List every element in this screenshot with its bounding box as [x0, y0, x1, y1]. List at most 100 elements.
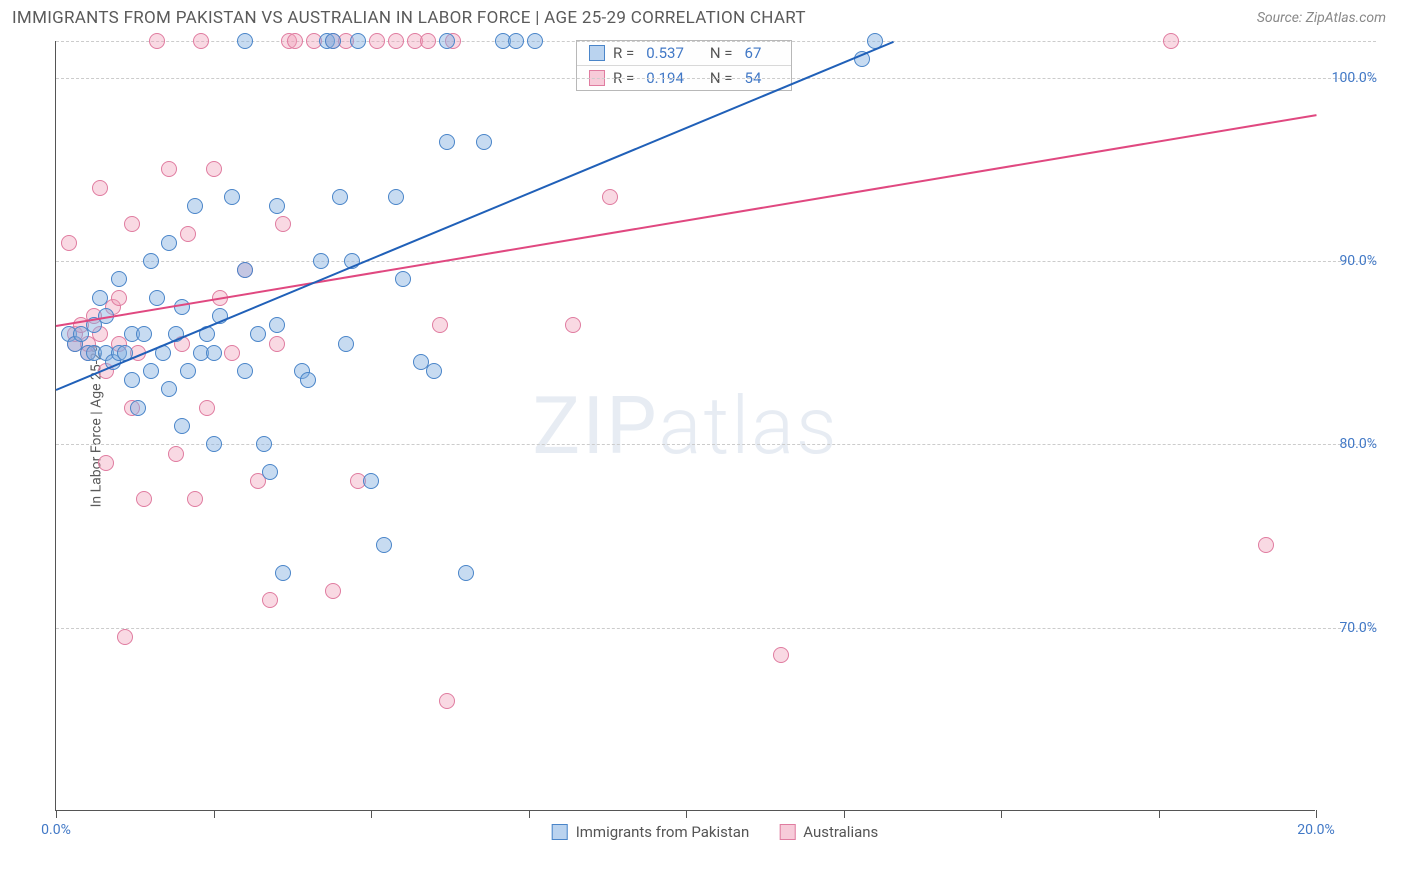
data-point: [508, 33, 524, 49]
data-point: [161, 235, 177, 251]
data-point: [117, 629, 133, 645]
trend-line: [56, 114, 1316, 327]
gridline: [56, 444, 1376, 445]
data-point: [388, 189, 404, 205]
data-point: [325, 33, 341, 49]
data-point: [476, 134, 492, 150]
data-point: [287, 33, 303, 49]
series-legend: Immigrants from Pakistan Australians: [552, 823, 879, 841]
x-tick-label: 20.0%: [1297, 822, 1335, 838]
data-point: [350, 33, 366, 49]
gridline: [56, 628, 1376, 629]
data-point: [426, 363, 442, 379]
data-point: [149, 290, 165, 306]
x-tick: [686, 810, 687, 818]
data-point: [269, 317, 285, 333]
data-point: [338, 336, 354, 352]
data-point: [458, 565, 474, 581]
data-point: [92, 180, 108, 196]
data-point: [136, 491, 152, 507]
gridline: [56, 78, 1376, 79]
x-tick: [214, 810, 215, 818]
data-point: [111, 290, 127, 306]
data-point: [224, 189, 240, 205]
data-point: [187, 198, 203, 214]
data-point: [369, 33, 385, 49]
y-tick-label: 70.0%: [1339, 620, 1377, 636]
data-point: [180, 226, 196, 242]
data-point: [565, 317, 581, 333]
x-tick: [371, 810, 372, 818]
watermark: ZIPatlas: [532, 379, 838, 473]
data-point: [363, 473, 379, 489]
data-point: [773, 647, 789, 663]
data-point: [206, 436, 222, 452]
data-point: [111, 271, 127, 287]
data-point: [61, 235, 77, 251]
plot-area: ZIPatlas R = 0.537 N = 67 R = 0.194 N = …: [55, 41, 1315, 811]
n-value-blue: 67: [745, 44, 762, 62]
data-point: [1163, 33, 1179, 49]
data-point: [143, 253, 159, 269]
data-point: [187, 491, 203, 507]
data-point: [237, 33, 253, 49]
data-point: [193, 33, 209, 49]
legend-label: Australians: [803, 823, 878, 841]
x-tick: [56, 810, 57, 818]
data-point: [300, 372, 316, 388]
data-point: [224, 345, 240, 361]
legend-label: Immigrants from Pakistan: [576, 823, 750, 841]
data-point: [269, 198, 285, 214]
data-point: [275, 565, 291, 581]
data-point: [269, 336, 285, 352]
x-tick: [1159, 810, 1160, 818]
n-label: N =: [710, 44, 733, 62]
chart-title: IMMIGRANTS FROM PAKISTAN VS AUSTRALIAN I…: [12, 8, 806, 28]
data-point: [432, 317, 448, 333]
data-point: [256, 436, 272, 452]
data-point: [180, 363, 196, 379]
data-point: [602, 189, 618, 205]
data-point: [262, 592, 278, 608]
legend-item-pink: Australians: [779, 823, 878, 841]
data-point: [237, 262, 253, 278]
data-point: [143, 363, 159, 379]
data-point: [395, 271, 411, 287]
data-point: [130, 400, 146, 416]
stats-row-blue: R = 0.537 N = 67: [577, 41, 791, 66]
stats-legend: R = 0.537 N = 67 R = 0.194 N = 54: [576, 40, 792, 91]
swatch-pink-icon: [779, 824, 795, 840]
swatch-blue-icon: [589, 45, 605, 61]
data-point: [174, 418, 190, 434]
data-point: [439, 134, 455, 150]
data-point: [199, 400, 215, 416]
data-point: [250, 326, 266, 342]
data-point: [1258, 537, 1274, 553]
data-point: [206, 161, 222, 177]
data-point: [439, 693, 455, 709]
data-point: [388, 33, 404, 49]
x-tick: [529, 810, 530, 818]
data-point: [313, 253, 329, 269]
data-point: [168, 446, 184, 462]
data-point: [420, 33, 436, 49]
data-point: [124, 372, 140, 388]
y-tick-label: 90.0%: [1339, 253, 1377, 269]
data-point: [98, 455, 114, 471]
data-point: [124, 216, 140, 232]
data-point: [161, 381, 177, 397]
legend-item-blue: Immigrants from Pakistan: [552, 823, 750, 841]
data-point: [262, 464, 278, 480]
data-point: [325, 583, 341, 599]
data-point: [237, 363, 253, 379]
data-point: [161, 161, 177, 177]
scatter-chart: In Labor Force | Age 25-29 ZIPatlas R = …: [55, 41, 1375, 811]
data-point: [92, 290, 108, 306]
r-value-blue: 0.537: [646, 44, 684, 62]
y-tick-label: 100.0%: [1332, 70, 1377, 86]
x-tick: [1316, 810, 1317, 818]
data-point: [149, 33, 165, 49]
swatch-blue-icon: [552, 824, 568, 840]
gridline: [56, 261, 1376, 262]
r-label: R =: [613, 44, 634, 62]
